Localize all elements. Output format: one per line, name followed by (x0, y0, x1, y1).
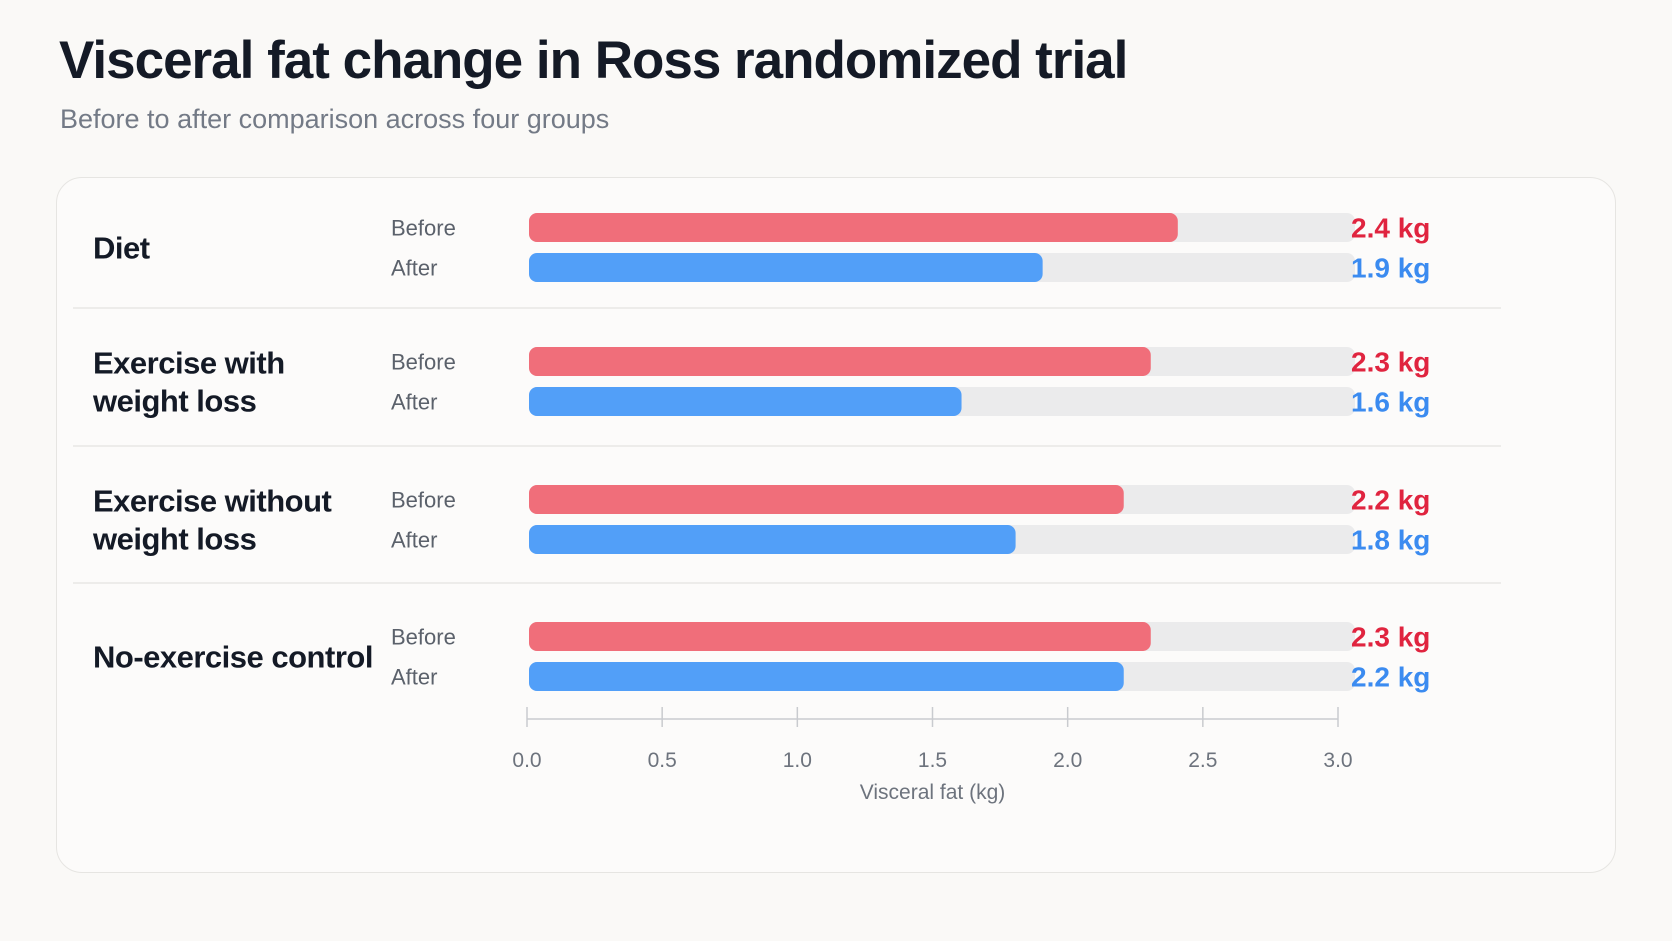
value-label: 2.2 kg (1351, 662, 1430, 693)
x-tick-label: 1.0 (783, 749, 812, 772)
value-label: 1.6 kg (1351, 387, 1430, 418)
bar-after (529, 387, 962, 416)
chart-subtitle: Before to after comparison across four g… (60, 104, 610, 134)
value-label: 1.9 kg (1351, 253, 1430, 284)
x-axis-label: Visceral fat (kg) (860, 781, 1006, 804)
group-label: No-exercise control (93, 640, 373, 675)
value-label: 2.3 kg (1351, 622, 1430, 653)
group-label: weight loss (92, 522, 256, 557)
value-label: 2.3 kg (1351, 347, 1430, 378)
x-tick-label: 0.0 (512, 749, 541, 772)
series-label: Before (391, 216, 456, 241)
x-tick-label: 2.0 (1053, 749, 1082, 772)
bar-before (529, 213, 1178, 242)
series-label: After (391, 256, 437, 281)
x-tick-label: 3.0 (1323, 749, 1352, 772)
bar-after (529, 525, 1016, 554)
x-tick-label: 0.5 (648, 749, 677, 772)
bar-after (529, 662, 1124, 691)
value-label: 1.8 kg (1351, 525, 1430, 556)
group-label: Exercise with (93, 346, 285, 381)
series-label: Before (391, 625, 456, 650)
series-label: After (391, 528, 437, 553)
chart-card: Diet Before 2.4 kg After 1.9 kg Exercise with… (56, 177, 1616, 873)
group-label: Diet (93, 231, 150, 266)
chart-title: Visceral fat change in Ross randomized t… (59, 31, 1128, 90)
series-label: After (391, 665, 437, 690)
bar-before (529, 347, 1151, 376)
series-label: Before (391, 488, 456, 513)
series-label: After (391, 390, 437, 415)
value-label: 2.4 kg (1351, 213, 1430, 244)
x-tick-label: 2.5 (1188, 749, 1217, 772)
group-label: Exercise without (93, 484, 332, 519)
group-label: weight loss (92, 384, 256, 419)
bar-after (529, 253, 1043, 282)
bar-before (529, 622, 1151, 651)
value-label: 2.2 kg (1351, 485, 1430, 516)
x-tick-label: 1.5 (918, 749, 947, 772)
series-label: Before (391, 350, 456, 375)
bar-before (529, 485, 1124, 514)
bar-chart: Diet Before 2.4 kg After 1.9 kg Exercise with… (73, 213, 1501, 804)
